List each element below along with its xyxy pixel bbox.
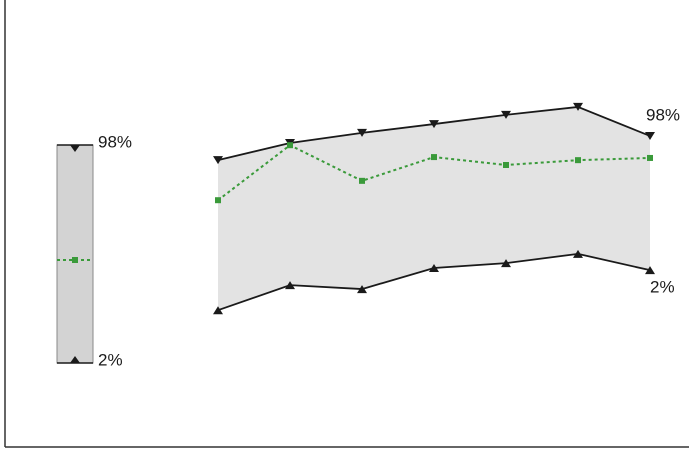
series-end-label: 98% [646,105,680,124]
legend-lower-marker [70,356,80,363]
marker [573,249,583,258]
marker [573,102,583,111]
marker [501,110,511,119]
marker [503,162,509,168]
band-area [218,106,650,311]
marker [357,128,367,137]
legend-band [56,144,94,364]
legend: 98% 2% [56,132,132,369]
marker [213,306,223,315]
marker [357,285,367,294]
marker [575,157,581,164]
marker [429,120,439,129]
legend-upper-label: 98% [98,132,132,151]
marker [645,131,655,140]
legend-median-marker [72,257,78,263]
series-end-label: 2% [650,278,675,297]
marker [359,177,365,184]
marker [645,266,655,275]
marker [429,263,439,272]
marker [215,197,221,204]
legend-lower-label: 2% [98,350,123,369]
marker [431,154,437,161]
marker [647,154,653,161]
marker [287,142,293,149]
marker [501,259,511,268]
marker [213,156,223,165]
marker [285,281,295,290]
legend-upper-marker [70,145,80,152]
